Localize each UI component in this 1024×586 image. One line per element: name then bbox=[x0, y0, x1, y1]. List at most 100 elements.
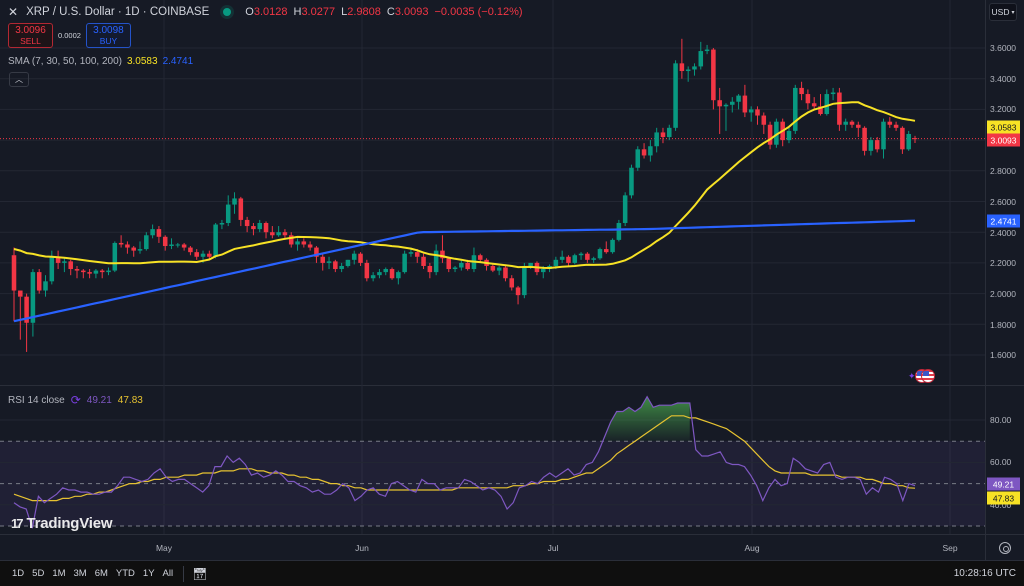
candle[interactable] bbox=[30, 269, 36, 337]
candle[interactable] bbox=[427, 262, 433, 279]
candle[interactable] bbox=[446, 256, 452, 273]
candle[interactable] bbox=[503, 264, 508, 282]
candle[interactable] bbox=[225, 195, 231, 227]
candle[interactable] bbox=[641, 143, 647, 159]
candle[interactable] bbox=[339, 262, 344, 273]
range-1y-button[interactable]: 1Y bbox=[142, 568, 155, 579]
candle[interactable] bbox=[685, 66, 691, 82]
candle[interactable] bbox=[93, 269, 99, 279]
candle[interactable] bbox=[433, 244, 439, 276]
candle[interactable] bbox=[849, 120, 855, 128]
candle[interactable] bbox=[257, 219, 262, 233]
candle[interactable] bbox=[515, 285, 521, 305]
candle[interactable] bbox=[761, 112, 767, 134]
candle[interactable] bbox=[748, 106, 754, 122]
sma-yellow-line[interactable] bbox=[13, 101, 916, 270]
candle[interactable] bbox=[830, 87, 836, 101]
candle[interactable] bbox=[414, 249, 420, 263]
candle[interactable] bbox=[24, 293, 29, 352]
candle[interactable] bbox=[18, 290, 23, 340]
candle[interactable] bbox=[383, 267, 389, 276]
candle[interactable] bbox=[572, 253, 578, 265]
candle[interactable] bbox=[125, 241, 130, 254]
candle[interactable] bbox=[251, 222, 256, 236]
candle[interactable] bbox=[238, 196, 244, 227]
candle[interactable] bbox=[219, 219, 225, 230]
range-1d-button[interactable]: 1D bbox=[12, 568, 25, 579]
range-5d-button[interactable]: 5D bbox=[32, 568, 45, 579]
candle[interactable] bbox=[358, 252, 363, 266]
symbol-title[interactable]: XRP / U.S. Dollar · 1D · COINBASE bbox=[26, 6, 210, 18]
buy-button[interactable]: 3.0098 BUY bbox=[85, 23, 131, 48]
candle[interactable] bbox=[723, 103, 729, 131]
candle[interactable] bbox=[389, 267, 395, 280]
candle[interactable] bbox=[912, 135, 918, 144]
collapse-legend-button[interactable]: ︿ bbox=[9, 72, 29, 87]
candle[interactable] bbox=[81, 269, 86, 279]
candle[interactable] bbox=[74, 265, 80, 279]
candle[interactable] bbox=[862, 126, 867, 156]
candle[interactable] bbox=[824, 89, 830, 116]
candle[interactable] bbox=[87, 269, 92, 279]
candle[interactable] bbox=[11, 247, 17, 322]
candle[interactable] bbox=[900, 126, 905, 154]
candle[interactable] bbox=[610, 238, 615, 254]
candle[interactable] bbox=[150, 224, 155, 239]
candle[interactable] bbox=[162, 235, 168, 251]
candle[interactable] bbox=[175, 242, 181, 248]
candle[interactable] bbox=[440, 235, 445, 263]
tradingview-watermark[interactable]: 17 TradingView bbox=[11, 515, 113, 532]
candle[interactable] bbox=[786, 127, 792, 144]
candle[interactable] bbox=[616, 219, 622, 242]
candle[interactable] bbox=[62, 258, 67, 273]
candle[interactable] bbox=[276, 226, 281, 237]
candle[interactable] bbox=[156, 226, 162, 243]
candle[interactable] bbox=[421, 253, 426, 270]
candle[interactable] bbox=[622, 192, 628, 227]
candle[interactable] bbox=[55, 250, 61, 270]
candle[interactable] bbox=[648, 140, 653, 162]
candle[interactable] bbox=[578, 252, 584, 260]
candle[interactable] bbox=[818, 94, 823, 116]
range-1m-button[interactable]: 1M bbox=[52, 568, 66, 579]
candle[interactable] bbox=[377, 269, 382, 279]
candle[interactable] bbox=[667, 124, 672, 141]
candle[interactable] bbox=[307, 241, 313, 251]
candle[interactable] bbox=[654, 127, 659, 153]
candle[interactable] bbox=[232, 192, 237, 214]
candle[interactable] bbox=[194, 249, 199, 260]
candle[interactable] bbox=[704, 44, 710, 55]
candle[interactable] bbox=[137, 241, 143, 254]
candle[interactable] bbox=[244, 216, 250, 233]
candle[interactable] bbox=[887, 117, 893, 128]
candle[interactable] bbox=[118, 235, 124, 248]
candle[interactable] bbox=[692, 63, 697, 76]
candle[interactable] bbox=[402, 250, 407, 274]
candle[interactable] bbox=[452, 265, 458, 273]
candle[interactable] bbox=[673, 60, 678, 131]
candle[interactable] bbox=[767, 121, 773, 150]
range-all-button[interactable]: All bbox=[162, 568, 174, 579]
candle[interactable] bbox=[496, 265, 502, 276]
range-6m-button[interactable]: 6M bbox=[94, 568, 108, 579]
candle[interactable] bbox=[288, 232, 294, 248]
candle[interactable] bbox=[326, 256, 332, 270]
sell-button[interactable]: 3.0096 SELL bbox=[8, 23, 53, 48]
candle[interactable] bbox=[755, 106, 760, 125]
candle[interactable] bbox=[181, 242, 187, 251]
candle[interactable] bbox=[99, 269, 105, 279]
candle[interactable] bbox=[679, 38, 685, 79]
candle[interactable] bbox=[811, 97, 817, 110]
candle[interactable] bbox=[144, 232, 149, 251]
candle[interactable] bbox=[591, 256, 596, 263]
sma-indicator-legend[interactable]: SMA (7, 30, 50, 100, 200) 3.0583 2.4741 bbox=[8, 56, 193, 67]
clock[interactable]: 10:28:16 UTC bbox=[953, 568, 1016, 579]
candle[interactable] bbox=[43, 275, 48, 297]
candle[interactable] bbox=[660, 127, 666, 144]
candle[interactable] bbox=[843, 118, 848, 131]
candle[interactable] bbox=[893, 121, 899, 131]
candle[interactable] bbox=[774, 118, 779, 148]
candle[interactable] bbox=[207, 250, 212, 260]
candle[interactable] bbox=[874, 137, 880, 153]
